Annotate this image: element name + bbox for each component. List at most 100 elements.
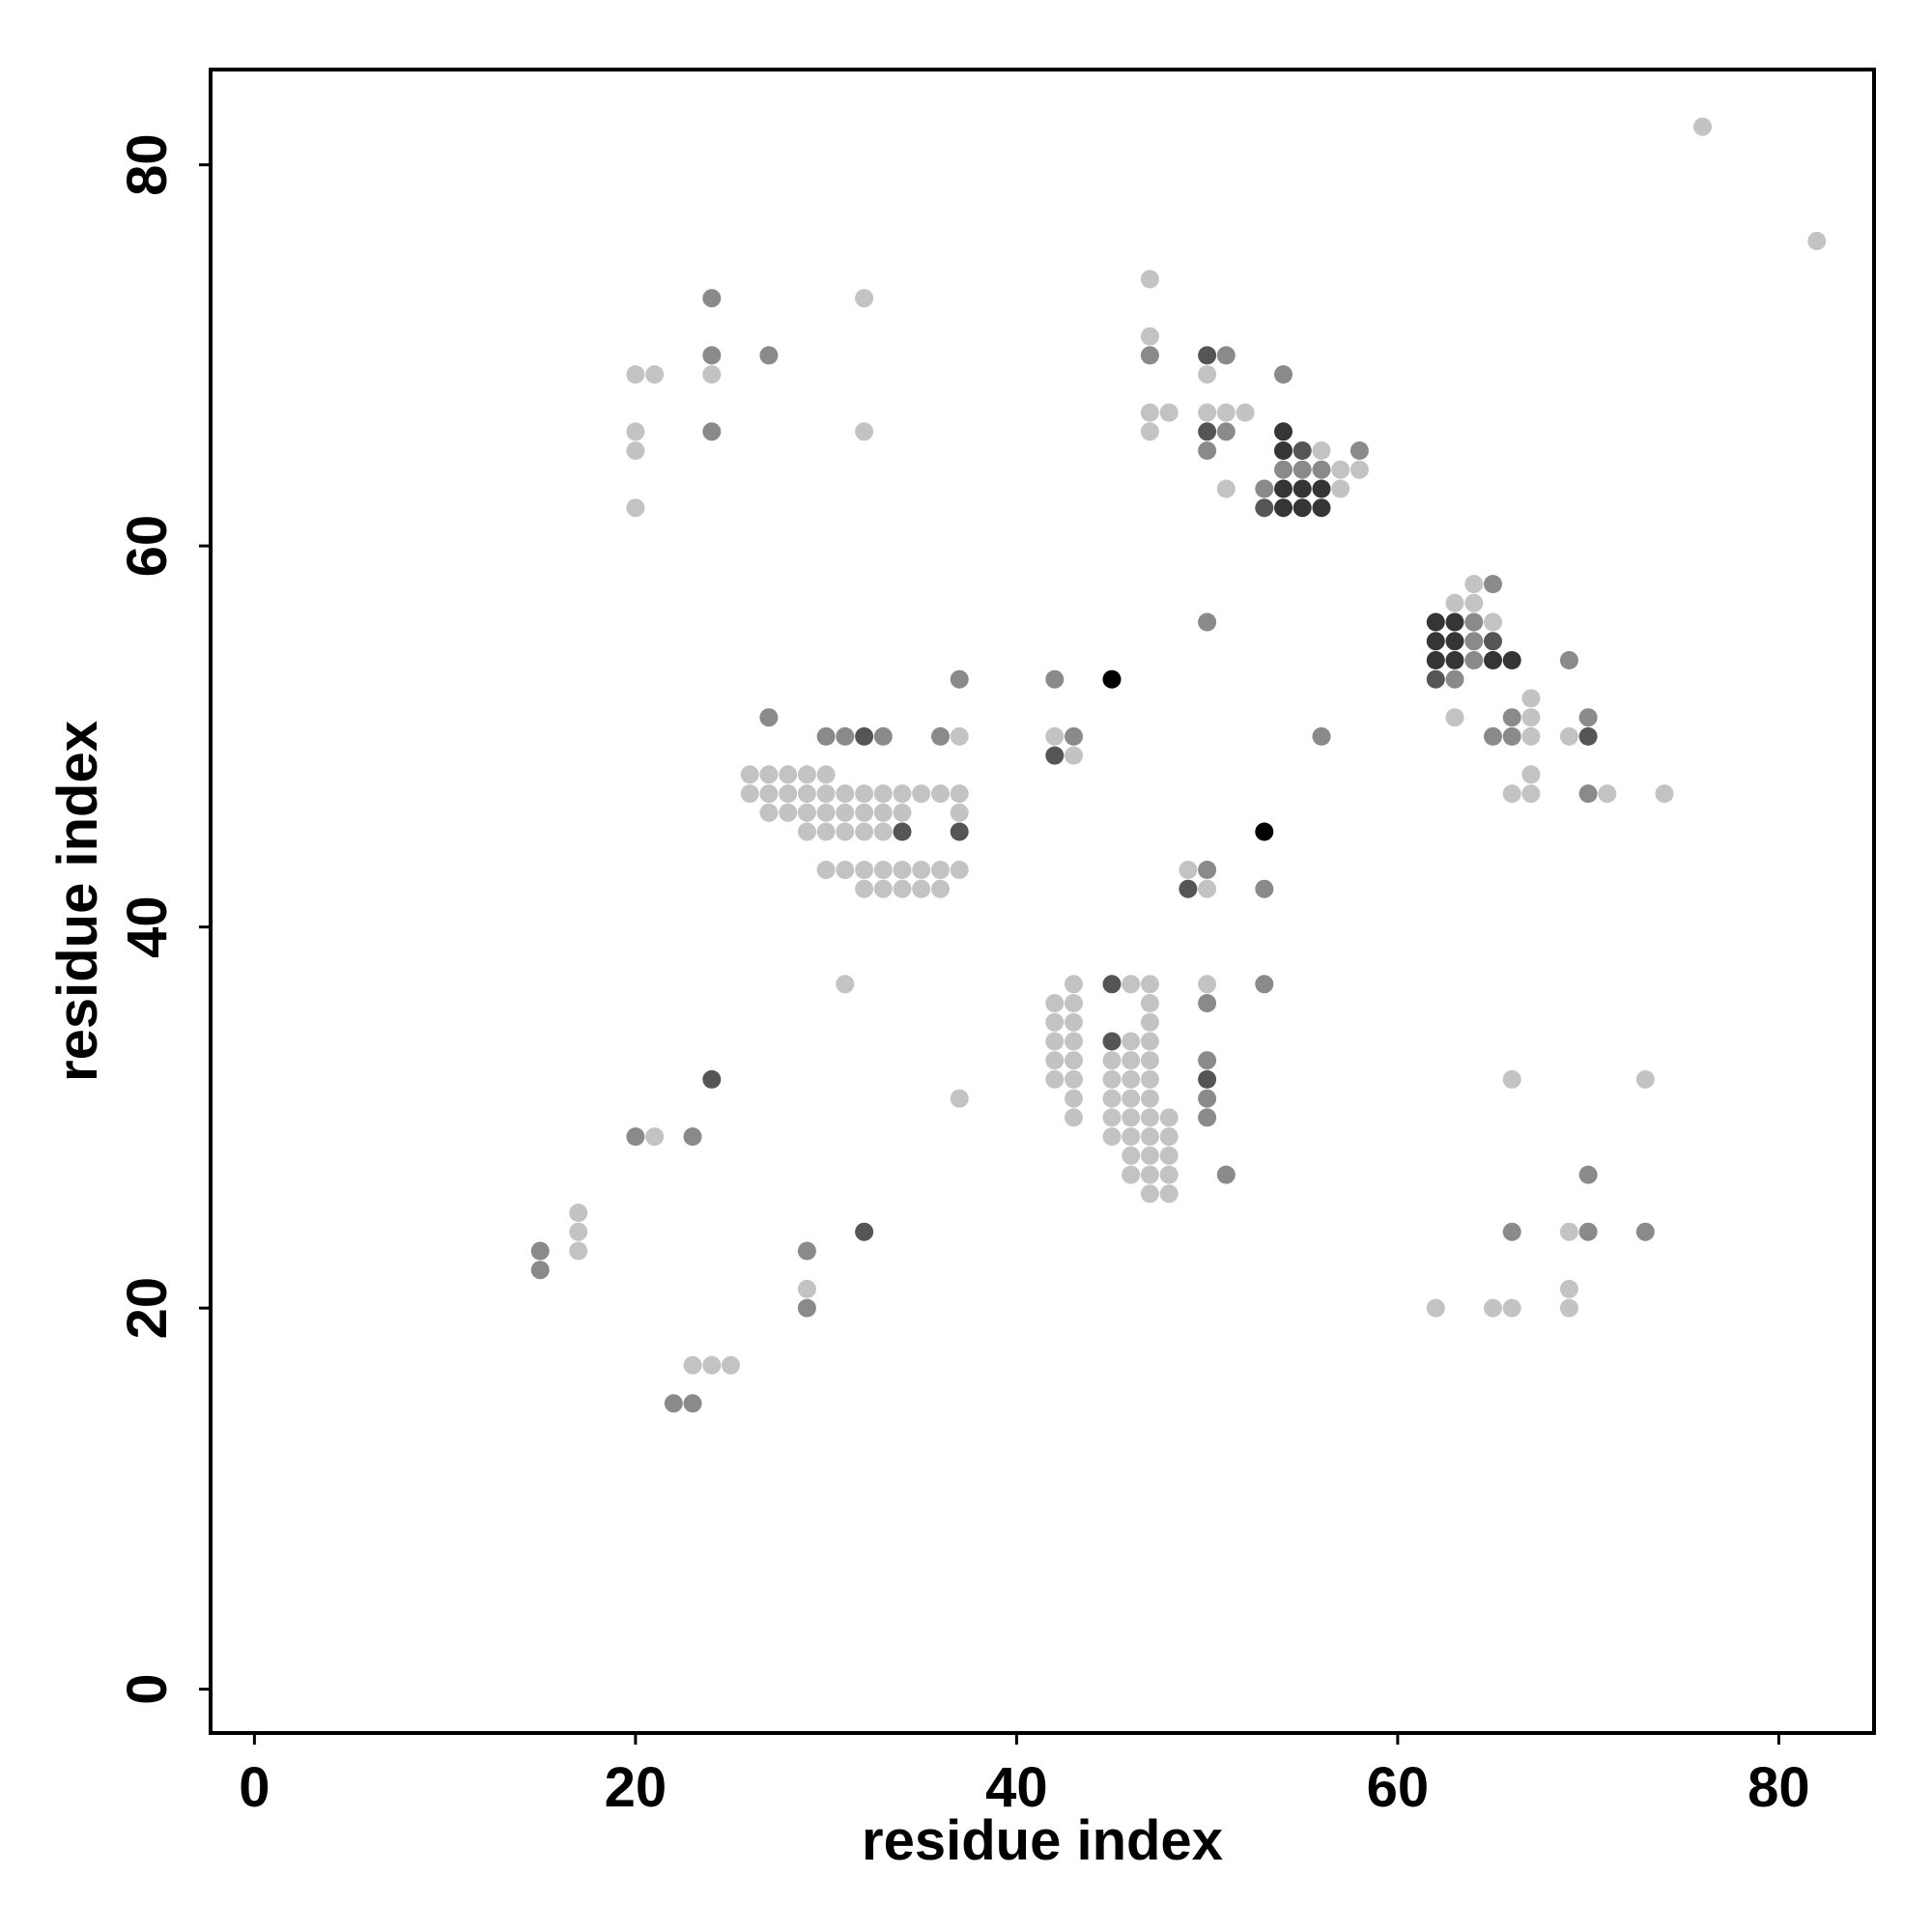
data-point [1693,117,1712,136]
data-point [626,1127,645,1147]
data-point [1216,1165,1236,1184]
data-point [893,784,912,804]
data-point [950,784,969,804]
data-point [683,1127,702,1147]
data-point [1140,1146,1159,1165]
data-point [1140,270,1159,289]
data-point [873,726,893,746]
data-point [530,1241,550,1261]
data-point [1484,651,1502,669]
data-point [950,803,969,822]
data-point [1331,479,1350,498]
data-point [1102,669,1122,689]
plot-frame [209,68,1876,1735]
data-point [1521,784,1541,804]
data-point [1198,861,1217,879]
data-point [645,365,665,384]
data-point [1045,746,1065,765]
data-point [664,1394,683,1413]
data-point [1521,726,1541,746]
data-point [893,822,912,841]
data-point [1426,651,1445,669]
data-point [855,879,874,898]
data-point [950,726,969,746]
data-point [1464,612,1484,632]
data-point [759,765,779,784]
data-point [1198,1089,1217,1108]
data-point [1198,422,1217,441]
data-point [1274,498,1293,518]
data-point [1521,708,1541,727]
data-point [702,422,722,441]
data-point [1179,861,1198,879]
data-point [1502,1222,1521,1241]
data-point [1140,994,1159,1012]
data-point [797,765,816,784]
data-point [1179,879,1198,898]
data-point [759,708,779,727]
data-point [1502,784,1521,804]
data-point [1598,784,1617,804]
data-point [931,726,950,746]
data-point [1045,1032,1065,1051]
data-point [1140,1069,1159,1089]
data-point [1122,1108,1141,1127]
data-point [893,861,912,879]
data-point [1045,726,1065,746]
data-point [1198,1108,1217,1127]
x-tick-label: 40 [985,1756,1048,1819]
data-point [1140,1012,1159,1032]
data-point [1045,1069,1065,1089]
x-tick-label: 0 [239,1756,270,1819]
data-point [855,422,874,441]
data-point [836,726,855,746]
data-point [1065,1032,1083,1051]
data-point [1122,1089,1141,1108]
data-point [1350,460,1369,479]
x-tick-label: 80 [1747,1756,1810,1819]
data-point [950,1089,969,1108]
data-point [1255,879,1274,898]
y-axis: 0 20 40 60 80 [116,133,211,1705]
data-point [1198,975,1217,994]
data-point [1312,460,1331,479]
data-point [1159,1165,1179,1184]
data-point [1159,1127,1179,1147]
data-point [1578,1165,1598,1184]
data-point [1102,1108,1122,1127]
data-point [855,289,874,308]
data-point [759,346,779,365]
data-point [950,669,969,689]
data-point [1140,327,1159,346]
data-point [855,726,874,746]
data-point [1102,1032,1122,1051]
data-point [1578,708,1598,727]
data-point [1102,975,1122,994]
data-point [1312,479,1331,498]
data-point [816,861,836,879]
data-point [1102,1069,1122,1089]
data-point [626,422,645,441]
y-tick-label: 80 [116,133,179,196]
data-point [1559,726,1578,746]
data-point [1635,1222,1655,1241]
data-point [1502,1069,1521,1089]
data-point [1159,403,1179,422]
data-point [855,1222,874,1241]
data-point [1198,403,1217,422]
data-point [873,879,893,898]
data-point [1426,612,1445,632]
data-point [1216,403,1236,422]
data-point [626,365,645,384]
data-point [702,365,722,384]
y-axis-title: residue index [46,721,109,1082]
data-point [1140,1051,1159,1070]
data-point [1102,1127,1122,1147]
data-point [1445,612,1464,632]
data-point [1274,460,1293,479]
data-point [816,822,836,841]
data-point [1198,612,1217,632]
data-point [1635,1069,1655,1089]
data-point [836,803,855,822]
data-point [1521,689,1541,708]
